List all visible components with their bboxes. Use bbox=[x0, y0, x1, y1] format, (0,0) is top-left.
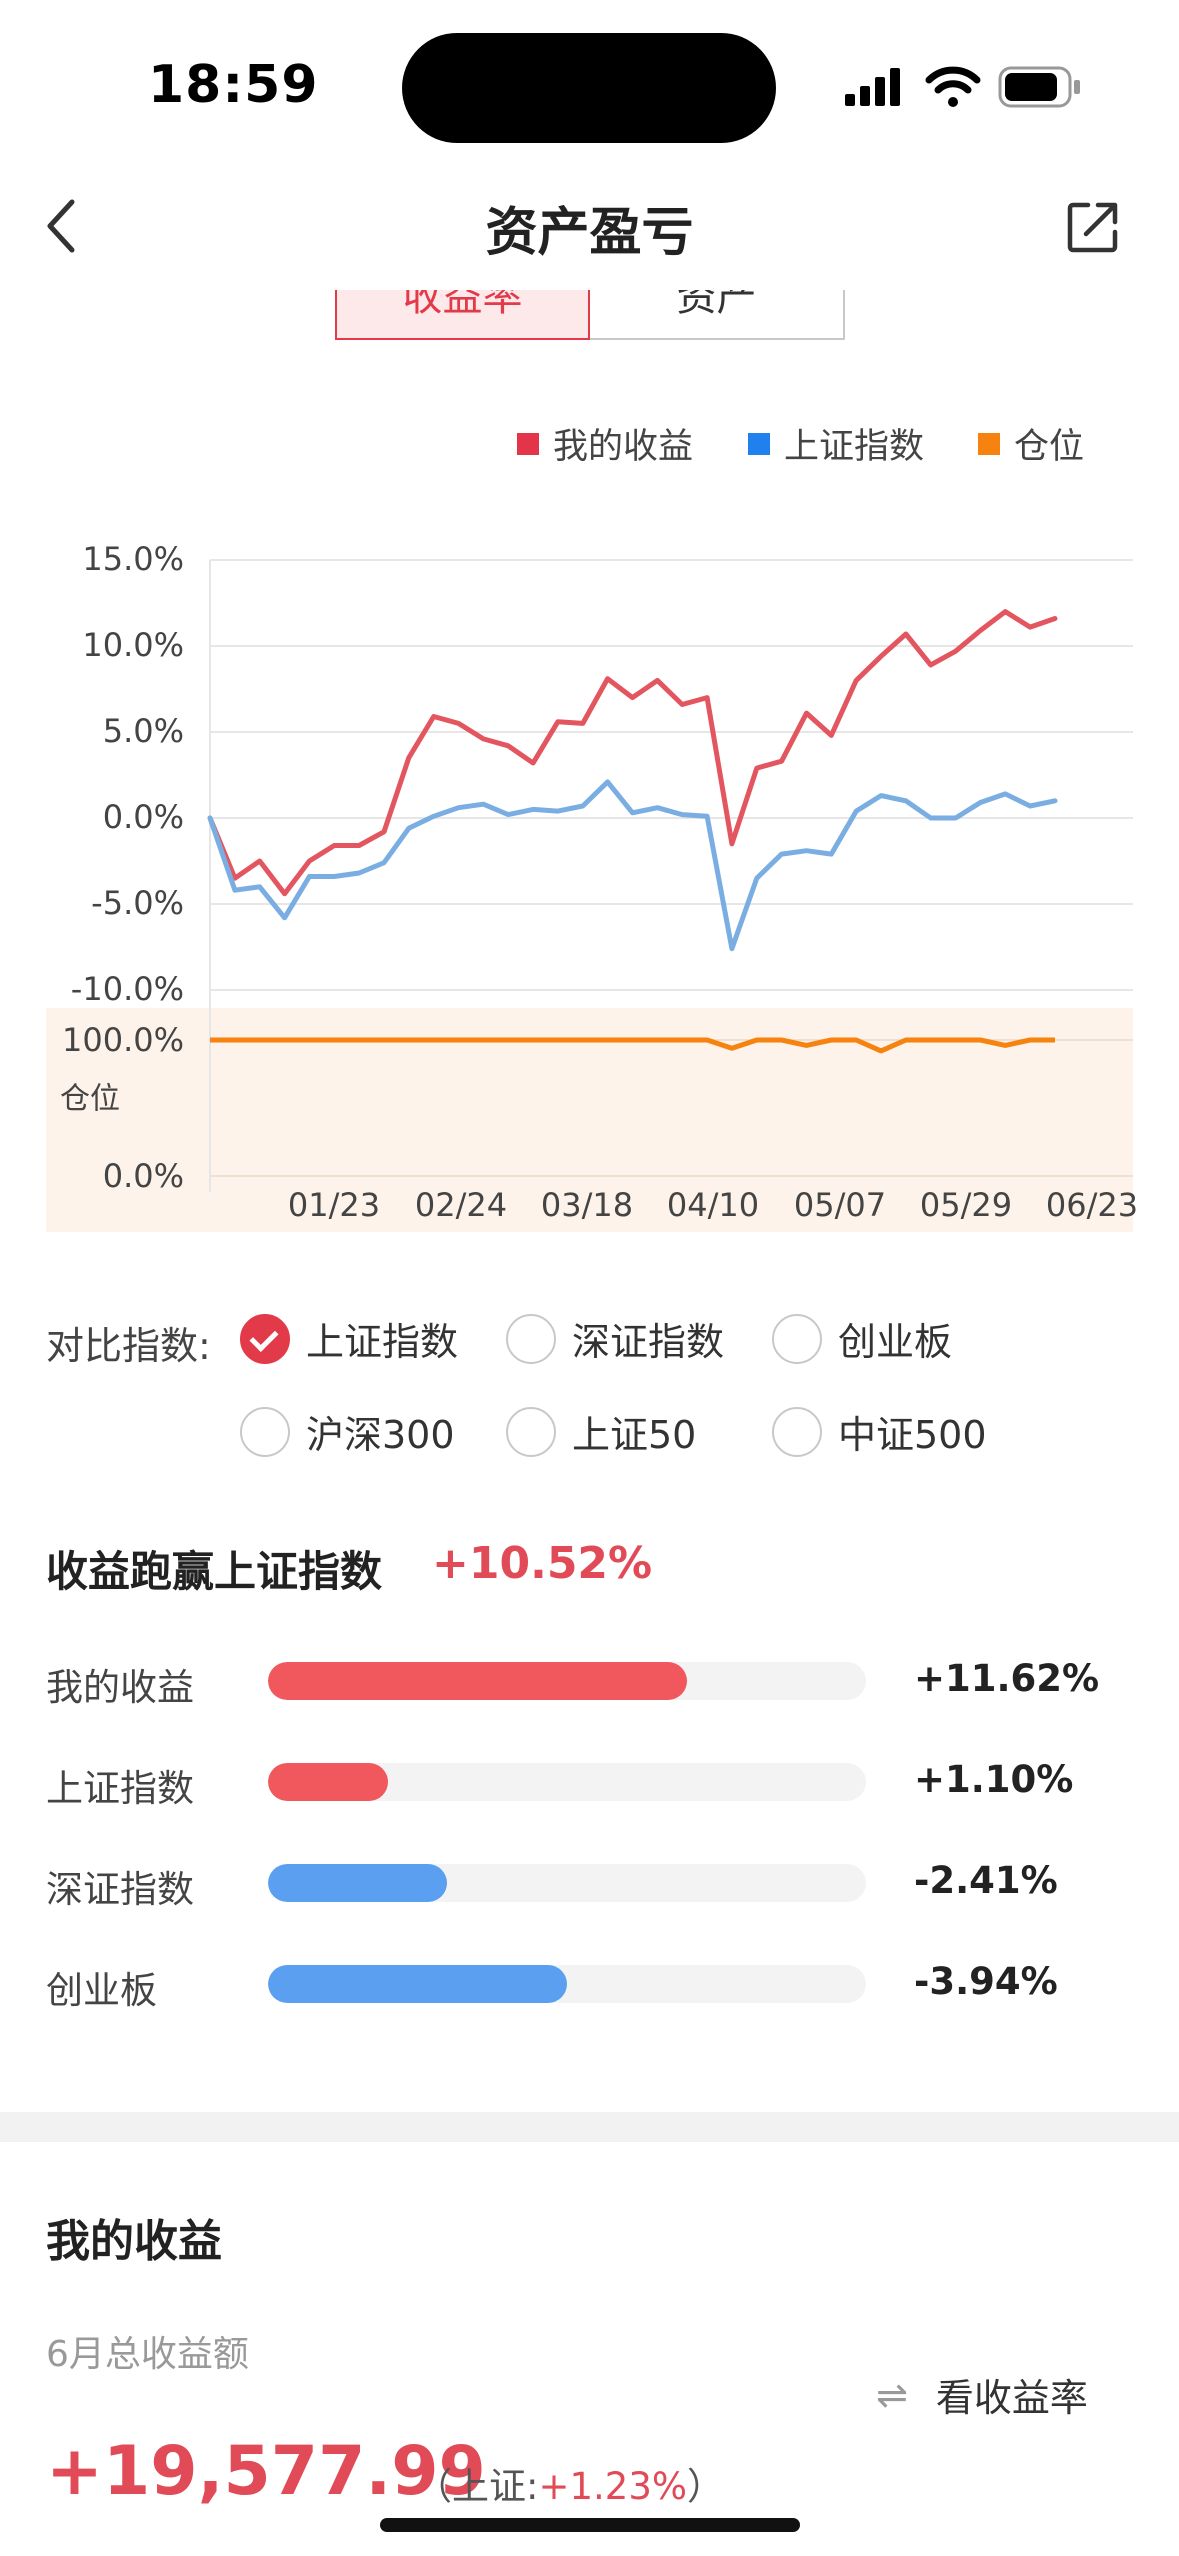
y-tick-label: 15.0% bbox=[82, 540, 184, 578]
bar-track bbox=[268, 1864, 866, 1902]
bar-fill bbox=[268, 1864, 448, 1902]
radio-label: 深证指数 bbox=[572, 1320, 725, 1364]
series-line bbox=[210, 1037, 1055, 1054]
sse-comparison-value: +1.23% bbox=[538, 2465, 688, 2508]
bar-fill bbox=[268, 1965, 567, 2003]
x-tick-label: 04/10 bbox=[667, 1186, 759, 1224]
compare-label: 对比指数: bbox=[46, 1324, 211, 1368]
radio-csi300[interactable]: 沪深300 bbox=[240, 1404, 455, 1459]
outperform-value: +10.52% bbox=[432, 1538, 653, 1589]
radio-szse-index[interactable]: 深证指数 bbox=[506, 1311, 724, 1366]
bar-label: 深证指数 bbox=[46, 1868, 194, 1911]
return-chart: 15.0% 10.0% 5.0% 0.0% -5.0% -10.0% 100.0% 0.0% 仓… bbox=[46, 540, 1138, 1232]
bar-track bbox=[268, 1965, 866, 2003]
y-tick-label: 5.0% bbox=[103, 712, 184, 750]
page-title: 资产盈亏 bbox=[485, 203, 694, 263]
bar-value: -3.94% bbox=[914, 1960, 1058, 2003]
outperform-title: 收益跑赢上证指数 bbox=[46, 1547, 383, 1596]
battery-icon bbox=[998, 66, 1080, 108]
dynamic-island bbox=[402, 33, 776, 143]
section-divider bbox=[0, 2112, 1179, 2142]
radio-label: 中证500 bbox=[838, 1413, 987, 1457]
y-tick-label: 10.0% bbox=[82, 626, 184, 664]
tab-assets[interactable]: 资产 bbox=[590, 290, 845, 340]
x-tick-label: 02/24 bbox=[415, 1186, 507, 1224]
tab-return-rate[interactable]: 收益率 bbox=[335, 290, 590, 340]
radio-sse50[interactable]: 上证50 bbox=[506, 1404, 696, 1459]
radio-sse-index[interactable]: 上证指数 bbox=[240, 1311, 458, 1366]
radio-label: 上证指数 bbox=[306, 1320, 459, 1364]
tab-return-rate-label: 收益率 bbox=[402, 290, 523, 320]
x-tick-label: 03/18 bbox=[541, 1186, 633, 1224]
radio-label: 上证50 bbox=[572, 1413, 697, 1457]
bar-label: 我的收益 bbox=[46, 1666, 194, 1709]
view-return-rate-label: 看收益率 bbox=[935, 2376, 1088, 2420]
y-tick-label: 100.0% bbox=[62, 1021, 184, 1059]
legend-label: 我的收益 bbox=[553, 427, 694, 467]
radio-checked-icon bbox=[240, 1313, 290, 1364]
bar-label: 上证指数 bbox=[46, 1767, 194, 1810]
radio-unchecked-icon bbox=[506, 1313, 556, 1364]
status-time: 18:59 bbox=[148, 55, 319, 115]
legend-swatch bbox=[978, 432, 1000, 455]
radio-label: 创业板 bbox=[838, 1320, 953, 1364]
radio-unchecked-icon bbox=[506, 1406, 556, 1457]
legend-swatch bbox=[748, 432, 770, 455]
x-tick-label: 06/23 bbox=[1046, 1186, 1138, 1224]
home-indicator bbox=[380, 2518, 800, 2532]
x-tick-label: 05/29 bbox=[920, 1186, 1012, 1224]
radio-csi500[interactable]: 中证500 bbox=[772, 1404, 987, 1459]
my-income-title: 我的收益 bbox=[46, 2216, 222, 2267]
y-tick-label: 0.0% bbox=[103, 798, 184, 836]
radio-unchecked-icon bbox=[240, 1406, 290, 1457]
view-return-rate-button[interactable]: ⇌ 看收益率 bbox=[876, 2367, 1088, 2422]
position-panel-bg bbox=[46, 1008, 1133, 1232]
legend-swatch bbox=[517, 432, 539, 455]
legend-label: 上证指数 bbox=[784, 427, 925, 467]
bar-label: 创业板 bbox=[46, 1969, 157, 2012]
legend-sse-index: 上证指数 bbox=[748, 418, 924, 469]
radio-chinext[interactable]: 创业板 bbox=[772, 1311, 952, 1366]
sse-comparison-suffix: ） bbox=[687, 2465, 725, 2508]
legend-position: 仓位 bbox=[978, 418, 1084, 469]
bar-track bbox=[268, 1763, 866, 1801]
sse-comparison: （上证:+1.23%） bbox=[415, 2456, 724, 2510]
tab-assets-label: 资产 bbox=[676, 290, 757, 320]
radio-unchecked-icon bbox=[772, 1406, 822, 1457]
x-tick-label: 05/07 bbox=[794, 1186, 886, 1224]
month-total-value: +19,577.99 bbox=[46, 2432, 486, 2511]
legend-my-return: 我的收益 bbox=[517, 418, 693, 469]
sse-comparison-prefix: （上证: bbox=[415, 2465, 539, 2508]
legend-label: 仓位 bbox=[1014, 427, 1085, 467]
y-tick-label: -10.0% bbox=[71, 970, 184, 1008]
position-axis-label: 仓位 bbox=[60, 1082, 120, 1117]
bar-fill bbox=[268, 1662, 687, 1700]
y-tick-label: 0.0% bbox=[103, 1157, 184, 1195]
cellular-signal-icon bbox=[845, 68, 900, 106]
wifi-icon bbox=[925, 66, 981, 107]
bar-track bbox=[268, 1662, 866, 1700]
radio-unchecked-icon bbox=[772, 1313, 822, 1364]
series-line bbox=[207, 779, 1058, 952]
swap-icon: ⇌ bbox=[876, 2372, 908, 2417]
bar-fill bbox=[268, 1763, 388, 1801]
series-line bbox=[207, 609, 1058, 897]
back-icon[interactable] bbox=[42, 196, 82, 256]
bar-value: +1.10% bbox=[914, 1758, 1074, 1801]
bar-value: +11.62% bbox=[914, 1657, 1100, 1700]
y-tick-label: -5.0% bbox=[91, 884, 184, 922]
x-tick-label: 01/23 bbox=[288, 1186, 380, 1224]
radio-label: 沪深300 bbox=[306, 1413, 455, 1457]
share-icon[interactable] bbox=[1066, 200, 1120, 254]
month-total-label: 6月总收益额 bbox=[46, 2334, 249, 2375]
bar-value: -2.41% bbox=[914, 1859, 1058, 1902]
